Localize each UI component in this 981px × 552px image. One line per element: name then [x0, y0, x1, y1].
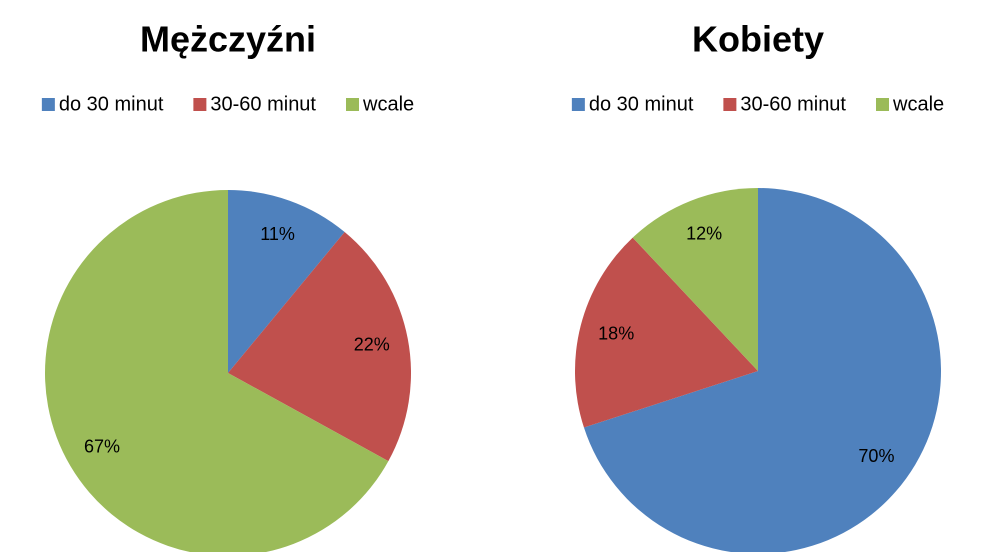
pie-slice — [228, 190, 345, 373]
pie-slice — [632, 188, 758, 371]
legend-label: 30-60 minut — [740, 93, 846, 115]
pie-slice — [45, 190, 389, 552]
legend-swatch — [346, 98, 359, 111]
legend-label: wcale — [362, 93, 414, 115]
legend-swatch — [41, 98, 55, 111]
data-label: 11% — [260, 224, 295, 244]
legend-swatch — [193, 98, 207, 111]
legend: do 30 minut 30-60 minut wcale — [571, 93, 944, 115]
legend-swatch — [571, 98, 585, 111]
data-label: 12% — [686, 224, 722, 244]
data-label: 22% — [354, 334, 390, 354]
data-label: 67% — [84, 436, 120, 456]
legend-swatch — [723, 98, 737, 111]
pie-chart: Kobiety do 30 minut 30-60 minut wcale 70% 18%… — [571, 19, 944, 552]
legend: do 30 minut 30-60 minut wcale — [41, 93, 414, 115]
legend-label: wcale — [892, 93, 944, 115]
pie-slice — [575, 237, 758, 428]
legend-swatch — [876, 98, 889, 111]
pie-slice — [228, 231, 412, 462]
legend-label: do 30 minut — [589, 93, 694, 115]
pie-slice — [583, 188, 941, 552]
pie-chart: Mężczyźni do 30 minut 30-60 minut wcale 11% 2… — [41, 19, 414, 552]
legend-label: 30-60 minut — [210, 93, 316, 115]
chart-title: Mężczyźni — [140, 19, 316, 60]
data-label: 70% — [858, 446, 894, 466]
data-label: 18% — [598, 323, 634, 343]
chart-title: Kobiety — [692, 19, 824, 60]
legend-label: do 30 minut — [59, 93, 164, 115]
